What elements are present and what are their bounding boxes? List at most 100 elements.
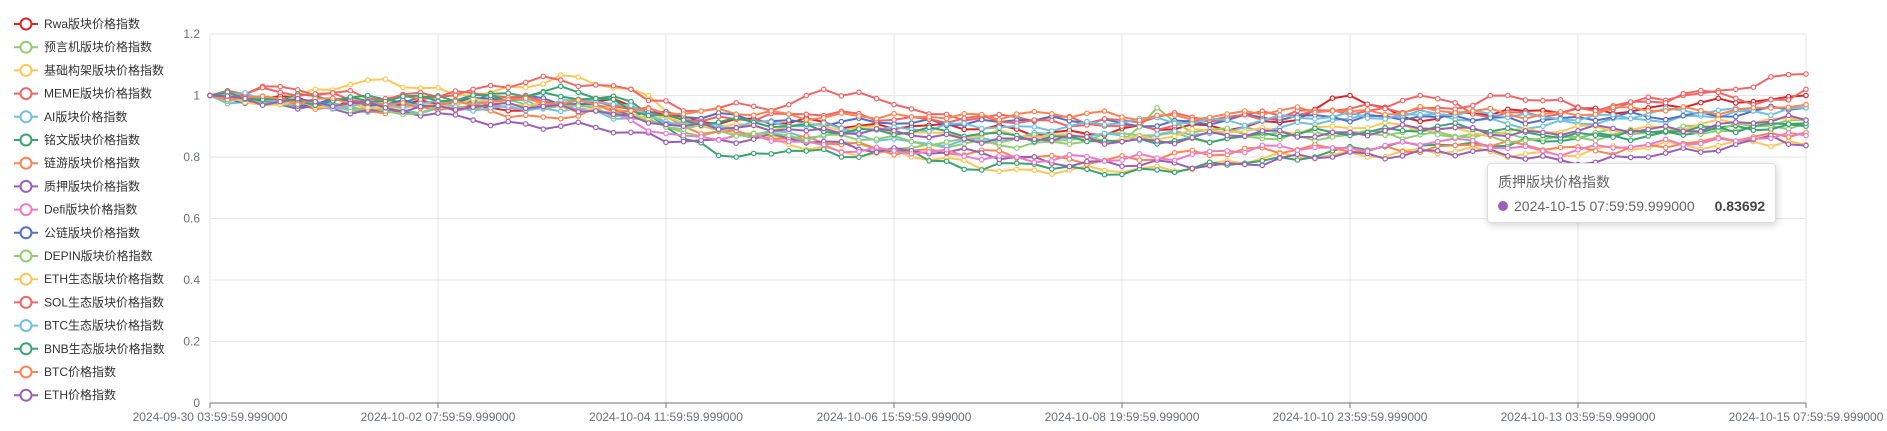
legend-item[interactable]: BTC生态版块价格指数 [14, 318, 164, 333]
data-point [1452, 100, 1459, 106]
data-point [838, 130, 845, 137]
data-point [768, 128, 775, 134]
data-point [978, 111, 985, 118]
data-point [557, 116, 564, 122]
data-point [961, 145, 968, 152]
legend-circle-icon [19, 365, 33, 379]
legend-circle-icon [19, 17, 33, 31]
data-point [838, 149, 845, 156]
data-point [996, 140, 1003, 146]
data-point [1645, 94, 1652, 101]
data-point [1452, 124, 1459, 131]
legend-circle-icon [19, 87, 33, 101]
data-point [1785, 141, 1792, 148]
legend-item[interactable]: Defi版块价格指数 [14, 202, 137, 217]
legend-circle-icon [19, 226, 33, 240]
legend-item[interactable]: 质押版块价格指数 [14, 178, 140, 193]
data-point [1627, 109, 1634, 115]
series-line [209, 94, 1807, 122]
data-point [856, 131, 862, 137]
data-point [856, 89, 862, 96]
data-point [1189, 151, 1196, 158]
data-point [1417, 118, 1424, 125]
data-point [803, 92, 810, 99]
legend-item[interactable]: ETH生态版块价格指数 [14, 271, 164, 286]
data-point [540, 114, 547, 120]
x-tick-label: 2024-09-30 03:59:59.999000 [133, 410, 288, 424]
data-point [1540, 148, 1546, 154]
data-point [400, 104, 406, 111]
data-point [1592, 111, 1599, 118]
data-point [803, 117, 810, 123]
data-point [715, 126, 722, 133]
data-point [610, 129, 617, 136]
data-point [996, 124, 1003, 131]
data-point [312, 98, 319, 105]
legend-item[interactable]: 铭文版块价格指数 [14, 132, 140, 147]
data-point [1277, 107, 1283, 114]
data-point [891, 127, 897, 134]
data-point [1031, 167, 1038, 173]
data-point [1698, 128, 1704, 135]
data-point [207, 92, 213, 99]
legend-label: ETH价格指数 [44, 387, 116, 402]
data-point [1399, 139, 1406, 145]
data-point [733, 111, 740, 118]
data-point [1347, 118, 1353, 125]
data-point [1399, 122, 1406, 128]
data-point [1329, 154, 1336, 160]
legend-item[interactable]: SOL生态版块价格指数 [14, 294, 164, 309]
data-point [610, 101, 617, 108]
data-point [1084, 134, 1090, 140]
data-point [1171, 120, 1178, 127]
data-point [1733, 86, 1739, 93]
tooltip-color-dot [1498, 201, 1508, 211]
data-point [1803, 117, 1809, 123]
data-point [575, 83, 582, 90]
data-point [1733, 119, 1739, 125]
legend-circle-icon [19, 342, 33, 356]
data-point [1750, 135, 1757, 142]
legend-item[interactable]: AI版块价格指数 [14, 109, 127, 124]
legend-item[interactable]: DEPIN版块价格指数 [14, 248, 153, 263]
legend-item[interactable]: 链游版块价格指数 [14, 155, 140, 170]
data-point [1294, 134, 1301, 140]
legend-item[interactable]: 基础构架版块价格指数 [14, 62, 164, 77]
data-point [435, 102, 441, 109]
data-point [1662, 108, 1669, 114]
data-point [364, 99, 371, 106]
series-line [209, 86, 1807, 128]
data-point [1575, 105, 1581, 111]
data-point [1277, 155, 1283, 161]
data-point [1698, 99, 1704, 106]
legend-item[interactable]: 预言机版块价格指数 [14, 39, 152, 54]
data-point [1575, 117, 1581, 124]
legend-item[interactable]: BNB生态版块价格指数 [14, 341, 165, 356]
data-point [1505, 139, 1511, 146]
data-point [1084, 118, 1090, 125]
data-point [1242, 128, 1248, 135]
data-point [1294, 119, 1301, 126]
legend-item[interactable]: Rwa版块价格指数 [14, 16, 140, 31]
data-point [1645, 126, 1652, 133]
legend-item[interactable]: 公链版块价格指数 [14, 225, 140, 240]
data-point [610, 96, 617, 103]
data-point [557, 72, 564, 78]
data-point [803, 137, 810, 144]
data-point [1399, 117, 1406, 123]
data-point [1031, 117, 1038, 123]
legend-label: ETH生态版块价格指数 [44, 271, 164, 286]
data-point [1680, 128, 1687, 135]
legend-item[interactable]: MEME版块价格指数 [14, 86, 152, 101]
legend-label: Defi版块价格指数 [44, 202, 137, 217]
data-point [1171, 112, 1178, 118]
data-point [908, 120, 915, 127]
tooltip-series-name: 质押版块价格指数 [1498, 174, 1610, 190]
data-point [978, 167, 985, 173]
legend-item[interactable]: BTC价格指数 [14, 364, 116, 379]
data-point [1662, 116, 1669, 123]
data-point [1189, 165, 1196, 172]
legend-item[interactable]: ETH价格指数 [14, 387, 116, 402]
data-point [1224, 160, 1231, 167]
data-point [1101, 121, 1108, 128]
